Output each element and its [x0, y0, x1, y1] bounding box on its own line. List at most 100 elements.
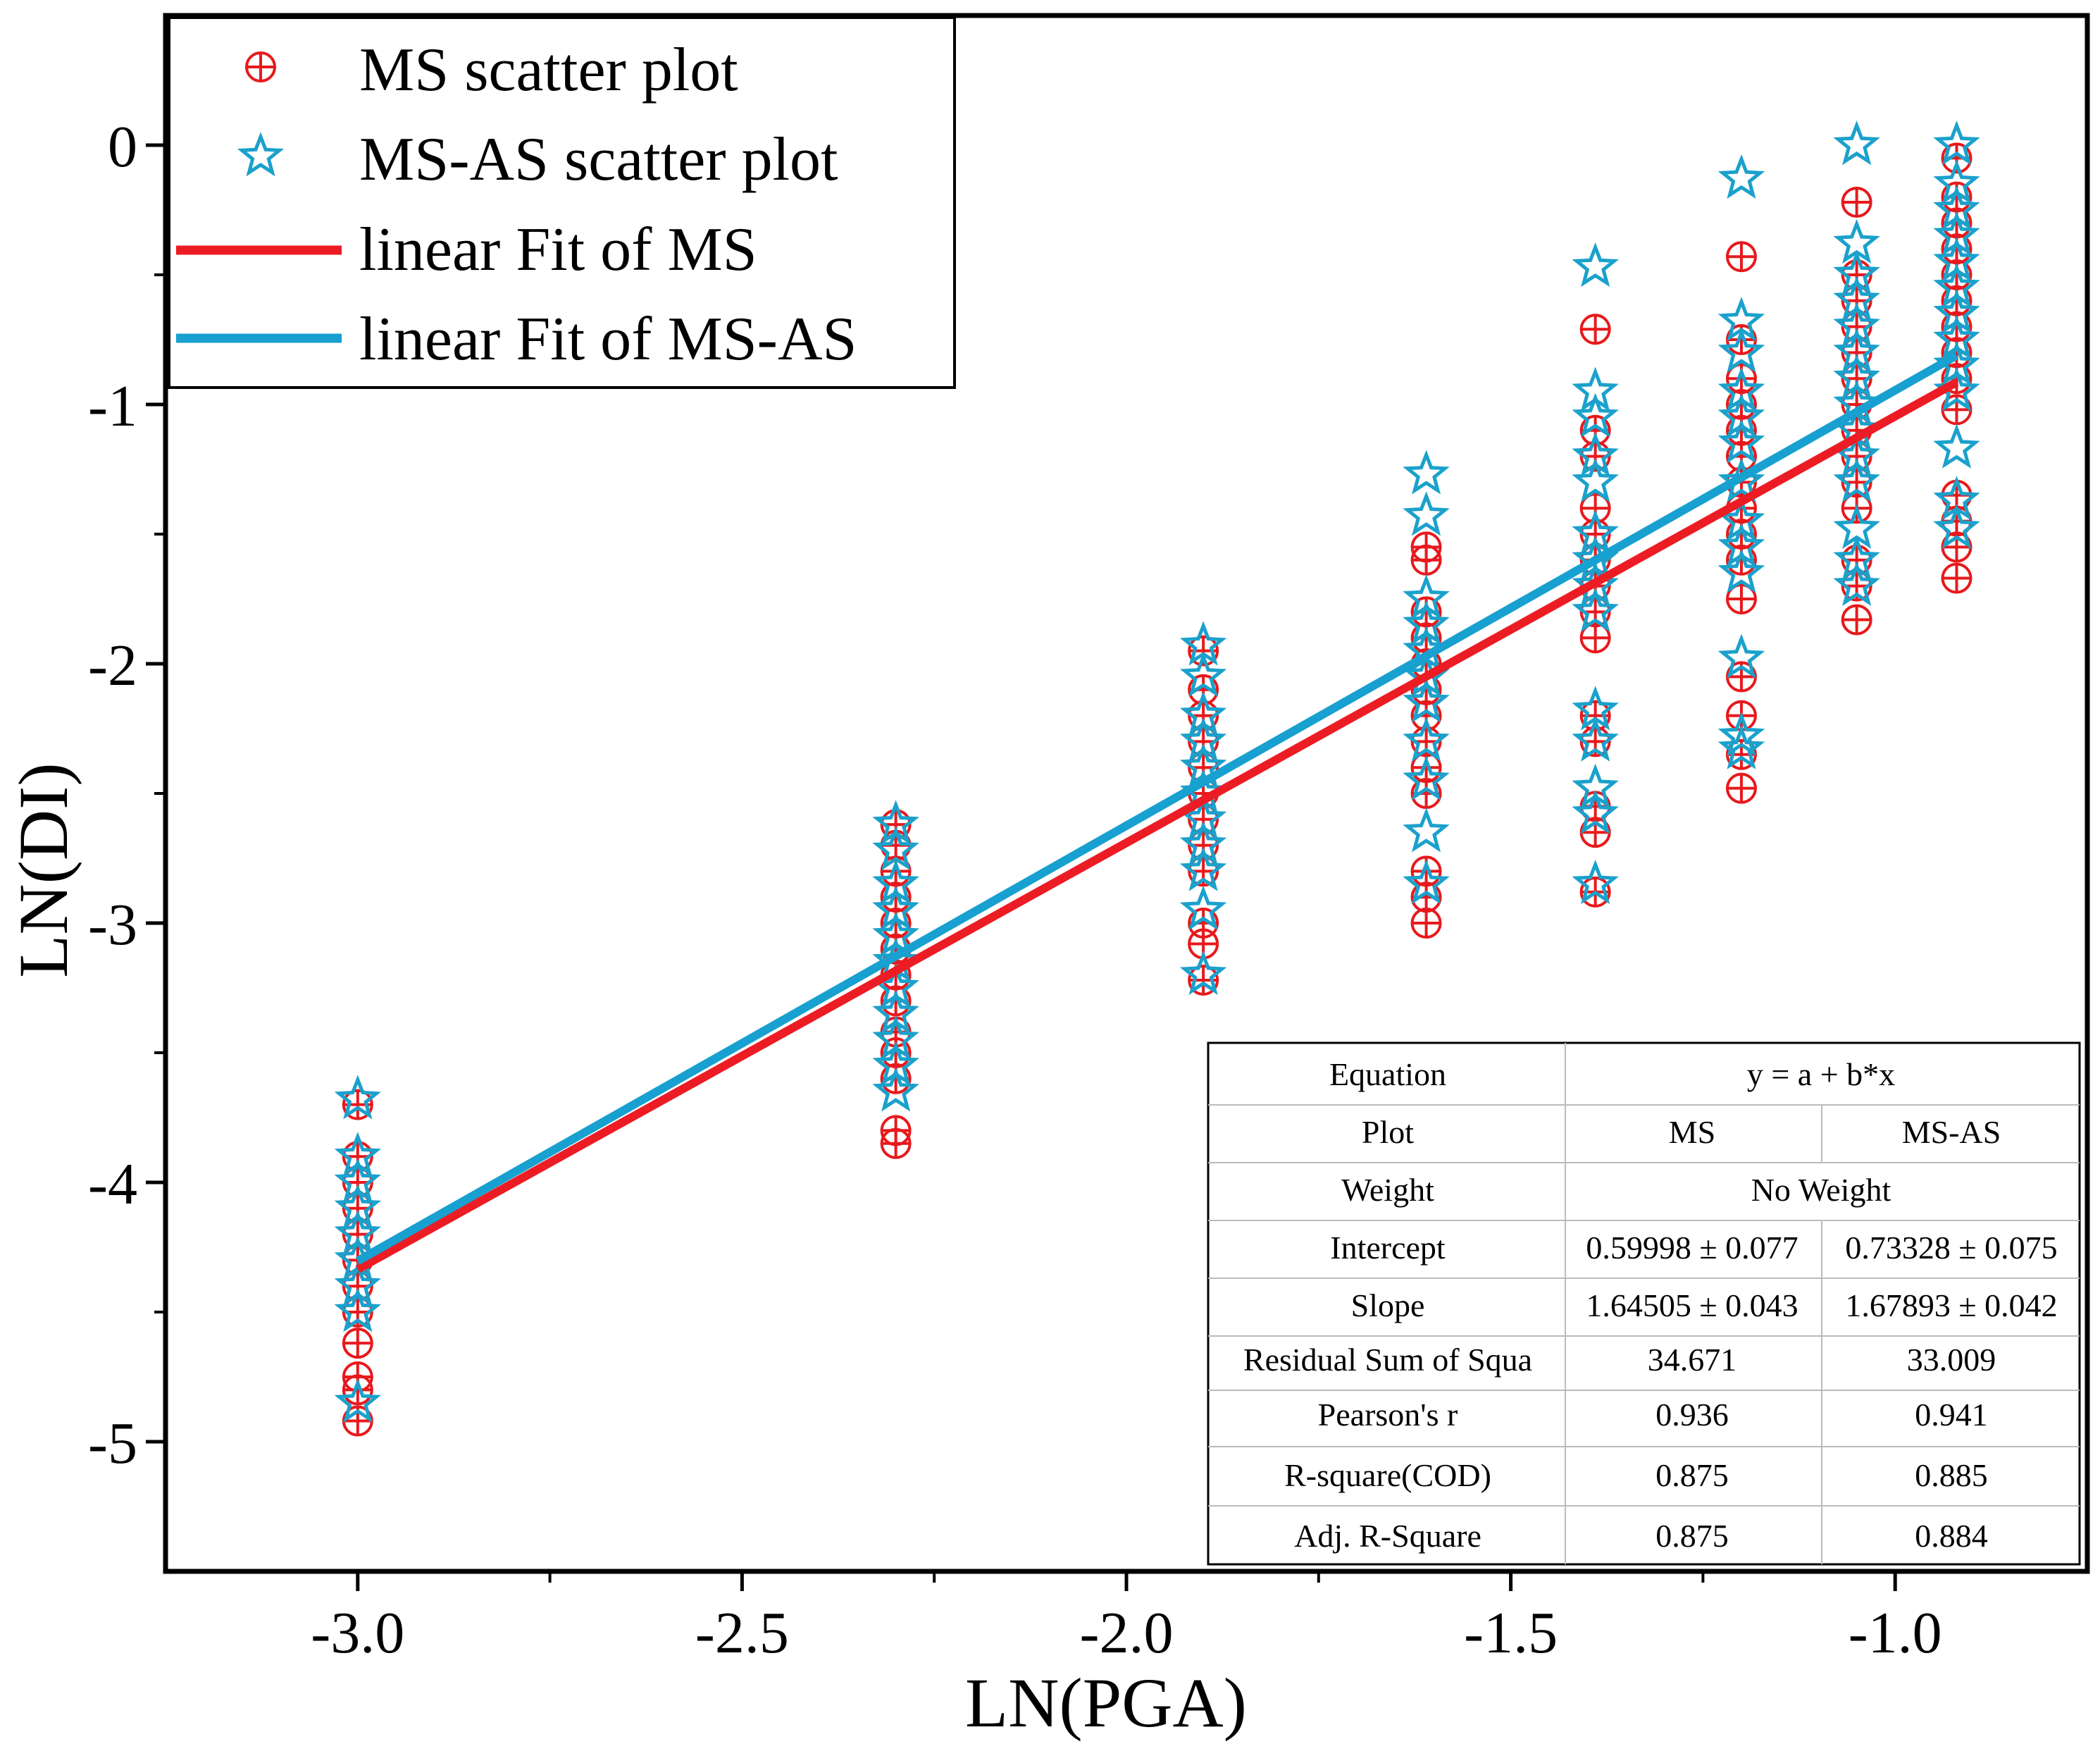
msas-point	[1572, 457, 1619, 502]
table-row-msas-value: 33.009	[1907, 1342, 1996, 1378]
table-equation-label: Equation	[1329, 1056, 1446, 1092]
ms-point	[1410, 908, 1442, 939]
table-row-ms-value: 34.671	[1648, 1342, 1737, 1378]
ms-point	[1725, 241, 1757, 273]
table-row-label: Slope	[1351, 1287, 1425, 1323]
x-tick-label: -2.5	[695, 1600, 789, 1666]
x-tick-label: -1.5	[1464, 1600, 1558, 1666]
legend-ms-fit-label: linear Fit of MS	[359, 216, 757, 284]
msas-point	[1403, 450, 1450, 495]
x-axis-ticks: -3.0 -2.5 -2.0 -1.5 -1.0	[311, 1571, 1942, 1666]
ms-point	[1725, 661, 1757, 693]
legend-ms-symbol	[245, 51, 276, 82]
msas-point	[1833, 561, 1880, 606]
table-row-ms-value: 1.64505 ± 0.043	[1586, 1287, 1798, 1323]
msas-point	[1572, 789, 1619, 834]
ms-point	[1579, 314, 1611, 345]
msas-point	[1933, 423, 1980, 469]
x-tick-label: -3.0	[311, 1600, 404, 1666]
y-tick-label: 0	[108, 114, 137, 180]
msas-point	[1717, 419, 1765, 464]
ms-fit-line	[355, 378, 1959, 1273]
table-row-msas-value: 1.67893 ± 0.042	[1845, 1287, 2057, 1323]
msas-point	[1717, 633, 1765, 679]
msas-point	[1179, 846, 1227, 891]
fit-lines	[355, 352, 1959, 1273]
msas-fit-line	[355, 352, 1959, 1265]
stats-table: Equation y = a + b*x Plot MS MS-AS Weigh…	[1207, 1041, 2081, 1566]
legend: MS scatter plot MS-AS scatter plot linea…	[168, 16, 956, 389]
y-tick-label: -1	[88, 373, 137, 439]
table-row-label: Intercept	[1330, 1230, 1446, 1266]
msas-point	[1572, 392, 1619, 438]
ms-point	[1941, 562, 1972, 594]
ms-point	[1725, 583, 1757, 614]
y-axis-title: LN(DI)	[4, 762, 82, 977]
x-tick-label: -2.0	[1080, 1600, 1174, 1666]
stats-table-border	[1207, 1041, 2081, 1566]
table-row-label: Residual Sum of Squa	[1243, 1342, 1532, 1378]
table-row-ms-value: 0.875	[1655, 1518, 1729, 1554]
table-row-ms-value: 0.875	[1655, 1457, 1729, 1493]
msas-point	[334, 1378, 382, 1423]
table-plot-msas: MS-AS	[1902, 1114, 2001, 1150]
stats-table-grid	[1208, 1043, 2080, 1564]
table-row-msas-value: 0.73328 ± 0.075	[1845, 1230, 2057, 1266]
msas-point	[1179, 885, 1227, 930]
legend-msas-label: MS-AS scatter plot	[359, 125, 838, 194]
msas-point	[334, 1075, 382, 1120]
ms-point	[1841, 604, 1872, 636]
table-row-ms-value: 0.59998 ± 0.077	[1586, 1230, 1798, 1266]
msas-point	[1933, 366, 1980, 412]
msas-point	[1403, 717, 1450, 762]
table-row-msas-value: 0.941	[1915, 1397, 1988, 1433]
legend-msas-marker	[237, 132, 285, 177]
msas-point	[1833, 457, 1880, 502]
msas-point	[1717, 548, 1765, 593]
msas-point	[1403, 808, 1450, 853]
table-weight-value: No Weight	[1751, 1172, 1891, 1208]
msas-point	[1403, 678, 1450, 723]
msas-point	[1572, 587, 1619, 632]
ms-point	[1579, 622, 1611, 654]
legend-msas-fit-label: linear Fit of MS-AS	[359, 305, 857, 373]
msas-point	[1572, 717, 1619, 762]
table-equation-value: y = a + b*x	[1747, 1056, 1895, 1092]
table-row-msas-value: 0.885	[1915, 1457, 1988, 1493]
msas-point	[1933, 120, 1980, 166]
y-axis-ticks: 0 -1 -2 -3 -4 -5	[88, 114, 166, 1476]
y-tick-label: -5	[88, 1411, 137, 1476]
msas-point	[1403, 859, 1450, 905]
x-tick-label: -1.0	[1849, 1600, 1942, 1666]
ms-point	[342, 1328, 373, 1359]
table-weight-label: Weight	[1341, 1172, 1434, 1208]
msas-point	[1403, 755, 1450, 800]
msas-point	[1717, 724, 1765, 769]
msas-point	[872, 826, 919, 871]
legend-msas-symbol	[237, 132, 285, 177]
msas-point	[1833, 120, 1880, 166]
msas-point	[1403, 491, 1450, 536]
msas-point	[1572, 859, 1619, 905]
msas-point	[1717, 457, 1765, 502]
legend-ms-marker	[245, 51, 276, 82]
table-plot-label: Plot	[1362, 1114, 1414, 1150]
y-tick-label: -4	[88, 1151, 137, 1217]
ms-point	[1410, 544, 1442, 576]
msas-point	[334, 1287, 382, 1332]
msas-point	[1179, 652, 1227, 697]
msas-point	[1179, 950, 1227, 995]
y-tick-label: -3	[88, 892, 137, 958]
ms-point	[1725, 772, 1757, 804]
msas-point	[1717, 712, 1765, 757]
table-plot-ms: MS	[1669, 1114, 1715, 1150]
msas-point	[872, 1067, 919, 1112]
msas-point	[1717, 328, 1765, 373]
y-tick-label: -2	[88, 633, 137, 698]
x-axis-title: LN(PGA)	[965, 1664, 1247, 1742]
table-row-ms-value: 0.936	[1655, 1397, 1729, 1433]
table-row-msas-value: 0.884	[1915, 1518, 1988, 1554]
legend-ms-label: MS scatter plot	[359, 36, 738, 104]
msas-point	[1933, 504, 1980, 549]
